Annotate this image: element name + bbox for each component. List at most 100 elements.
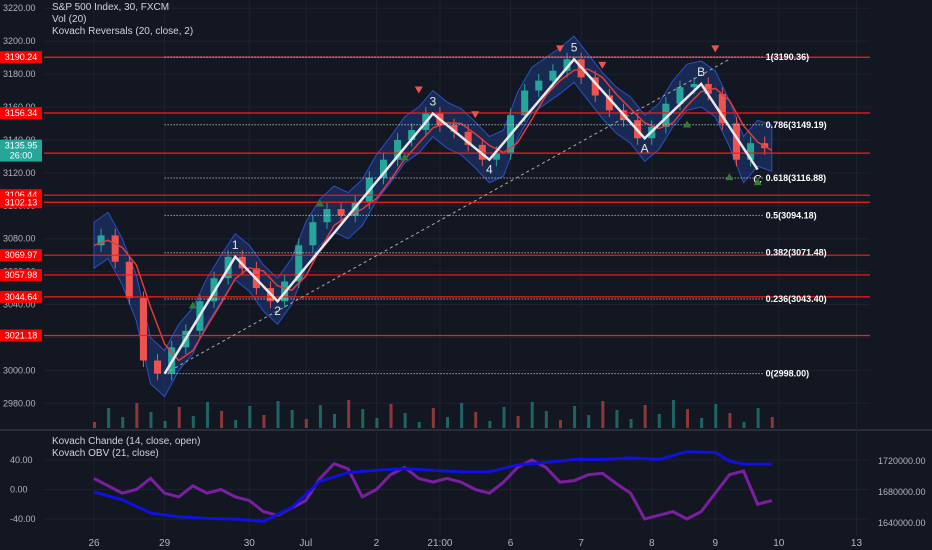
- legend-vol[interactable]: Vol (20): [52, 14, 87, 25]
- volume-bar: [714, 404, 718, 428]
- price-label: 3106.44: [5, 190, 38, 200]
- chande-line: [93, 458, 773, 521]
- y-tick-label: 3180.00: [3, 69, 36, 79]
- volume-bar: [516, 416, 520, 428]
- y-tick-label: 3160.00: [3, 102, 36, 112]
- legend-kovach-chande[interactable]: Kovach Chande (14, close, open): [52, 436, 201, 447]
- candle-body: [337, 209, 345, 216]
- reversal-marker-down: [555, 45, 564, 53]
- volume-bar: [558, 420, 562, 428]
- candle-body: [605, 95, 613, 111]
- legend-kovach-obv[interactable]: Kovach OBV (21, close): [52, 448, 159, 459]
- wave-label-A: A: [641, 141, 649, 155]
- indicator-right-tick: 1720000.00: [878, 456, 926, 466]
- candle-body: [549, 70, 557, 81]
- y-tick-label: 3000.00: [3, 365, 36, 375]
- price-label-bg: [0, 329, 42, 342]
- wave-label-2: 2: [274, 304, 281, 318]
- price-label-bg: [0, 290, 42, 303]
- reversal-marker-down: [414, 86, 423, 94]
- volume-bar: [431, 408, 435, 428]
- x-tick-label: 10: [773, 538, 785, 549]
- candle-body: [379, 159, 387, 178]
- volume-bar: [389, 404, 393, 428]
- candle-body: [521, 90, 529, 116]
- legend-kovach-reversals[interactable]: Kovach Reversals (20, close, 2): [52, 26, 194, 37]
- elliott-wave-path: [163, 57, 759, 375]
- volume-bar: [318, 405, 322, 428]
- volume-bar: [544, 411, 548, 428]
- current-price-label: 3135.95: [5, 141, 38, 151]
- volume-bar: [107, 408, 111, 428]
- volume-bar: [629, 419, 633, 428]
- indicator-right-tick: 1640000.00: [878, 518, 926, 528]
- y-tick-label: 2980.00: [3, 398, 36, 408]
- volume-bar: [417, 422, 421, 428]
- indicator-left-tick: 40.00: [10, 455, 33, 465]
- volume-bar: [601, 401, 605, 428]
- x-tick-label: 26: [88, 538, 100, 549]
- reversal-marker-up: [683, 120, 692, 128]
- chart-legend: S&P 500 Index, 30, FXCM Vol (20) Kovach …: [52, 2, 193, 38]
- reversal-marker-down: [711, 45, 720, 53]
- moving-average-line: [93, 68, 773, 362]
- candle-body: [704, 83, 712, 94]
- wave-label-B: B: [697, 65, 705, 79]
- volume-bar: [333, 414, 337, 428]
- candle-body: [478, 144, 486, 160]
- x-tick-label: 7: [578, 538, 584, 549]
- price-label: 3156.34: [5, 108, 38, 118]
- candle-body: [563, 59, 571, 71]
- candle-body: [408, 130, 416, 140]
- volume-bar: [657, 414, 661, 428]
- volume-bar: [361, 409, 365, 428]
- volume-bar: [502, 407, 506, 428]
- price-label: 3069.97: [5, 250, 38, 260]
- fib-level-label: 0.618(3116.88): [766, 173, 827, 183]
- indicator-right-tick: 1680000.00: [878, 487, 926, 497]
- volume-bar: [121, 417, 125, 428]
- volume-bar: [446, 417, 449, 428]
- current-price-label-bg: [0, 139, 42, 162]
- reversal-marker-up: [188, 301, 197, 309]
- price-label-bg: [0, 107, 42, 120]
- volume-bar: [191, 416, 195, 428]
- wave-label-4: 4: [486, 163, 493, 177]
- price-label: 3190.24: [5, 52, 38, 62]
- volume-bar: [474, 412, 478, 428]
- volume-bar: [276, 401, 280, 428]
- volume-bar: [728, 413, 732, 428]
- volume-bar: [488, 421, 492, 428]
- reversal-marker-down: [471, 111, 480, 119]
- volume-bar: [460, 403, 464, 428]
- fib-level-label: 1(3190.36): [766, 52, 810, 62]
- volume-bar: [290, 410, 294, 428]
- y-tick-label: 3200.00: [3, 36, 36, 46]
- volume-bar: [347, 400, 351, 428]
- volume-bar: [615, 410, 619, 428]
- candle-body: [492, 153, 500, 160]
- candle-body: [718, 93, 726, 124]
- legend-title[interactable]: S&P 500 Index, 30, FXCM: [52, 2, 170, 13]
- y-tick-label: 3120.00: [3, 168, 36, 178]
- volume-bar: [375, 418, 379, 428]
- candle-body: [690, 83, 698, 88]
- candle-body: [154, 360, 162, 374]
- candle-body: [676, 87, 684, 104]
- price-label: 3102.13: [5, 197, 38, 207]
- price-label-bg: [0, 51, 42, 64]
- price-label: 3021.18: [5, 331, 38, 341]
- volume-bar: [248, 406, 252, 428]
- volume-bar: [163, 421, 167, 428]
- candle-body: [450, 125, 458, 132]
- volume-bar: [205, 402, 209, 428]
- reversal-marker-down: [598, 61, 607, 69]
- volume-bar: [671, 400, 675, 428]
- x-tick-label: 30: [244, 538, 256, 549]
- volume-bar: [700, 418, 704, 428]
- indicator-left-tick: 0.00: [10, 485, 28, 495]
- x-tick-label: 13: [851, 538, 863, 549]
- candle-body: [97, 235, 105, 246]
- y-tick-label: 3080.00: [3, 234, 36, 244]
